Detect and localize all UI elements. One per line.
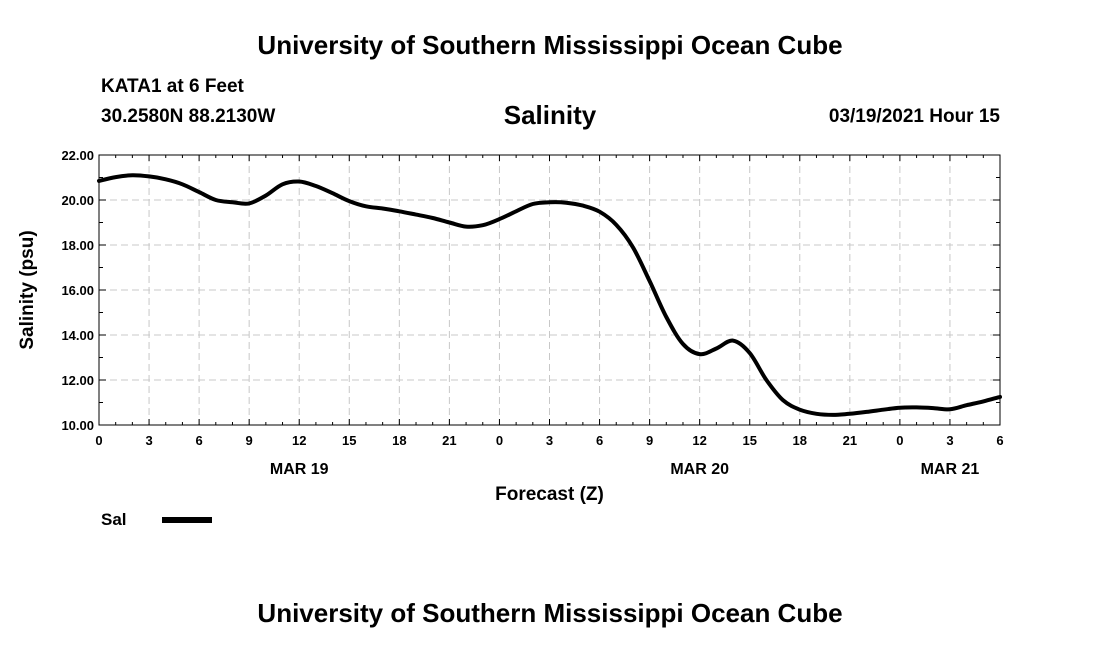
x-tick-label: 18 xyxy=(793,433,807,448)
x-tick-label: 0 xyxy=(896,433,903,448)
y-tick-label: 20.00 xyxy=(61,193,94,208)
y-tick-label: 10.00 xyxy=(61,418,94,433)
x-tick-label: 21 xyxy=(843,433,857,448)
station-coordinates: 30.2580N 88.2130W xyxy=(101,106,276,127)
x-axis-label: Forecast (Z) xyxy=(495,484,604,505)
date-label: MAR 19 xyxy=(270,461,329,478)
date-label: MAR 20 xyxy=(670,461,729,478)
x-tick-label: 15 xyxy=(342,433,356,448)
x-tick-label: 6 xyxy=(596,433,603,448)
y-tick-label: 12.00 xyxy=(61,373,94,388)
y-tick-label: 14.00 xyxy=(61,328,94,343)
axis-tick-labels: 0 3 6 9 12 15 18 21 0 3 6 9 12 15 18 21 0 3 6 MAR 19 MAR 20 M… xyxy=(61,148,1003,478)
chart-title: Salinity xyxy=(503,100,597,130)
axis-ticks xyxy=(98,154,1001,426)
x-tick-label: 3 xyxy=(546,433,553,448)
y-tick-label: 18.00 xyxy=(61,238,94,253)
x-tick-label: 6 xyxy=(195,433,202,448)
x-tick-label: 9 xyxy=(646,433,653,448)
x-tick-label: 21 xyxy=(442,433,456,448)
x-tick-label: 9 xyxy=(246,433,253,448)
legend-swatch xyxy=(162,517,212,523)
x-tick-label: 3 xyxy=(946,433,953,448)
x-tick-label: 15 xyxy=(742,433,756,448)
series-line-sal xyxy=(97,173,1002,417)
x-tick-label: 0 xyxy=(496,433,503,448)
x-tick-label: 12 xyxy=(292,433,306,448)
footer-organization-title: University of Southern Mississippi Ocean… xyxy=(257,598,843,628)
x-tick-label: 6 xyxy=(996,433,1003,448)
y-tick-label: 22.00 xyxy=(61,148,94,163)
y-tick-label: 16.00 xyxy=(61,283,94,298)
legend-label: Sal xyxy=(101,510,127,529)
date-label: MAR 21 xyxy=(921,461,980,478)
grid xyxy=(99,155,1000,425)
x-tick-label: 18 xyxy=(392,433,406,448)
organization-title: University of Southern Mississippi Ocean… xyxy=(257,30,843,60)
station-name: KATA1 at 6 Feet xyxy=(101,76,244,97)
x-tick-label: 0 xyxy=(95,433,102,448)
y-axis-label: Salinity (psu) xyxy=(17,230,38,349)
x-tick-label: 12 xyxy=(692,433,706,448)
forecast-datetime: 03/19/2021 Hour 15 xyxy=(828,106,1000,127)
x-tick-label: 3 xyxy=(145,433,152,448)
